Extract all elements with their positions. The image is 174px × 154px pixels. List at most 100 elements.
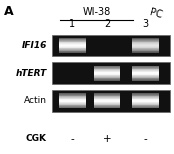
Text: CGK: CGK bbox=[26, 134, 47, 143]
FancyBboxPatch shape bbox=[94, 77, 120, 78]
FancyBboxPatch shape bbox=[132, 72, 159, 73]
Text: 2: 2 bbox=[104, 19, 110, 29]
FancyBboxPatch shape bbox=[94, 80, 120, 81]
FancyBboxPatch shape bbox=[59, 93, 86, 94]
FancyBboxPatch shape bbox=[59, 94, 86, 95]
FancyBboxPatch shape bbox=[94, 66, 120, 67]
FancyBboxPatch shape bbox=[132, 105, 159, 106]
Text: A: A bbox=[3, 5, 13, 18]
FancyBboxPatch shape bbox=[59, 98, 86, 99]
FancyBboxPatch shape bbox=[132, 68, 159, 69]
FancyBboxPatch shape bbox=[132, 38, 159, 39]
FancyBboxPatch shape bbox=[59, 101, 86, 102]
FancyBboxPatch shape bbox=[59, 99, 86, 100]
Text: 3: 3 bbox=[142, 19, 148, 29]
FancyBboxPatch shape bbox=[94, 72, 120, 73]
FancyBboxPatch shape bbox=[132, 67, 159, 68]
FancyBboxPatch shape bbox=[132, 106, 159, 107]
FancyBboxPatch shape bbox=[59, 39, 86, 40]
FancyBboxPatch shape bbox=[59, 104, 86, 105]
FancyBboxPatch shape bbox=[94, 94, 120, 95]
FancyBboxPatch shape bbox=[94, 70, 120, 71]
FancyBboxPatch shape bbox=[132, 44, 159, 45]
Text: -: - bbox=[143, 134, 147, 144]
FancyBboxPatch shape bbox=[132, 45, 159, 46]
FancyBboxPatch shape bbox=[94, 68, 120, 69]
FancyBboxPatch shape bbox=[59, 103, 86, 104]
FancyBboxPatch shape bbox=[59, 95, 86, 96]
FancyBboxPatch shape bbox=[94, 69, 120, 70]
FancyBboxPatch shape bbox=[94, 105, 120, 106]
FancyBboxPatch shape bbox=[52, 90, 170, 112]
FancyBboxPatch shape bbox=[132, 107, 159, 108]
FancyBboxPatch shape bbox=[94, 98, 120, 99]
FancyBboxPatch shape bbox=[132, 77, 159, 78]
FancyBboxPatch shape bbox=[59, 52, 86, 53]
Text: 1: 1 bbox=[69, 19, 75, 29]
FancyBboxPatch shape bbox=[52, 35, 170, 56]
FancyBboxPatch shape bbox=[132, 100, 159, 101]
FancyBboxPatch shape bbox=[132, 42, 159, 43]
FancyBboxPatch shape bbox=[59, 107, 86, 108]
FancyBboxPatch shape bbox=[132, 95, 159, 96]
FancyBboxPatch shape bbox=[94, 76, 120, 77]
FancyBboxPatch shape bbox=[132, 66, 159, 67]
FancyBboxPatch shape bbox=[94, 107, 120, 108]
FancyBboxPatch shape bbox=[132, 40, 159, 41]
FancyBboxPatch shape bbox=[59, 45, 86, 46]
FancyBboxPatch shape bbox=[132, 47, 159, 48]
FancyBboxPatch shape bbox=[132, 94, 159, 95]
Text: +: + bbox=[103, 134, 111, 144]
Text: hTERT: hTERT bbox=[16, 69, 47, 78]
FancyBboxPatch shape bbox=[132, 73, 159, 74]
Text: Actin: Actin bbox=[24, 96, 47, 105]
FancyBboxPatch shape bbox=[94, 104, 120, 105]
FancyBboxPatch shape bbox=[132, 96, 159, 97]
FancyBboxPatch shape bbox=[94, 96, 120, 97]
FancyBboxPatch shape bbox=[132, 104, 159, 105]
FancyBboxPatch shape bbox=[132, 49, 159, 50]
FancyBboxPatch shape bbox=[94, 78, 120, 79]
FancyBboxPatch shape bbox=[132, 71, 159, 72]
FancyBboxPatch shape bbox=[59, 38, 86, 39]
FancyBboxPatch shape bbox=[94, 101, 120, 102]
FancyBboxPatch shape bbox=[59, 47, 86, 48]
FancyBboxPatch shape bbox=[94, 75, 120, 76]
FancyBboxPatch shape bbox=[94, 106, 120, 107]
FancyBboxPatch shape bbox=[132, 51, 159, 52]
FancyBboxPatch shape bbox=[59, 42, 86, 43]
FancyBboxPatch shape bbox=[94, 67, 120, 68]
FancyBboxPatch shape bbox=[132, 102, 159, 103]
FancyBboxPatch shape bbox=[132, 98, 159, 99]
FancyBboxPatch shape bbox=[132, 69, 159, 70]
FancyBboxPatch shape bbox=[94, 95, 120, 96]
FancyBboxPatch shape bbox=[59, 97, 86, 98]
FancyBboxPatch shape bbox=[132, 101, 159, 102]
FancyBboxPatch shape bbox=[132, 103, 159, 104]
FancyBboxPatch shape bbox=[132, 97, 159, 98]
FancyBboxPatch shape bbox=[59, 50, 86, 51]
Text: PC: PC bbox=[148, 7, 163, 20]
FancyBboxPatch shape bbox=[94, 93, 120, 94]
FancyBboxPatch shape bbox=[94, 71, 120, 72]
FancyBboxPatch shape bbox=[59, 102, 86, 103]
FancyBboxPatch shape bbox=[94, 97, 120, 98]
FancyBboxPatch shape bbox=[59, 41, 86, 42]
FancyBboxPatch shape bbox=[59, 100, 86, 101]
Text: WI-38: WI-38 bbox=[82, 7, 111, 17]
FancyBboxPatch shape bbox=[59, 49, 86, 50]
FancyBboxPatch shape bbox=[132, 79, 159, 80]
FancyBboxPatch shape bbox=[132, 48, 159, 49]
Text: -: - bbox=[70, 134, 74, 144]
FancyBboxPatch shape bbox=[59, 105, 86, 106]
FancyBboxPatch shape bbox=[94, 73, 120, 74]
FancyBboxPatch shape bbox=[132, 74, 159, 75]
FancyBboxPatch shape bbox=[94, 100, 120, 101]
FancyBboxPatch shape bbox=[132, 76, 159, 77]
FancyBboxPatch shape bbox=[94, 99, 120, 100]
Text: IFI16: IFI16 bbox=[22, 41, 47, 50]
FancyBboxPatch shape bbox=[132, 99, 159, 100]
FancyBboxPatch shape bbox=[59, 96, 86, 97]
FancyBboxPatch shape bbox=[132, 52, 159, 53]
FancyBboxPatch shape bbox=[132, 93, 159, 94]
